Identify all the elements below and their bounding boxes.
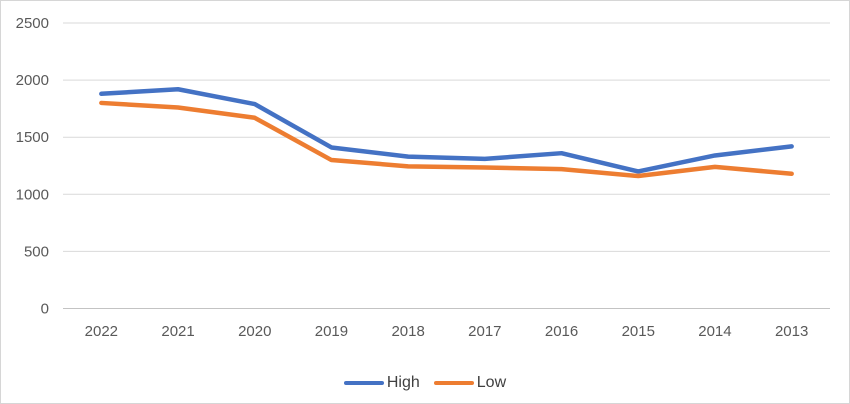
high-series-swatch <box>343 380 384 386</box>
legend-item-high[interactable]: High <box>343 374 420 391</box>
y-tick-label: 0 <box>41 301 49 318</box>
x-tick-label: 2018 <box>391 323 424 340</box>
low-series-swatch <box>433 380 474 386</box>
series-line-high <box>99 86 794 174</box>
x-tick-label: 2013 <box>775 323 808 340</box>
x-tick-label: 2022 <box>85 323 118 340</box>
x-tick-label: 2016 <box>545 323 578 340</box>
series-line-low <box>99 100 794 179</box>
y-tick-label: 2000 <box>16 72 49 89</box>
y-tick-label: 1500 <box>16 129 49 146</box>
low-series-label: Low <box>476 374 507 391</box>
x-tick-label: 2020 <box>238 323 271 340</box>
high-series-label: High <box>386 374 420 391</box>
y-tick-label: 500 <box>24 243 49 260</box>
x-tick-label: 2019 <box>315 323 348 340</box>
x-tick-label: 2014 <box>698 323 731 340</box>
x-tick-label: 2017 <box>468 323 501 340</box>
legend-item-low[interactable]: Low <box>433 374 507 391</box>
x-tick-label: 2021 <box>161 323 194 340</box>
y-tick-label: 2500 <box>16 15 49 32</box>
x-tick-label: 2015 <box>622 323 655 340</box>
y-tick-label: 1000 <box>16 186 49 203</box>
legend: High Low <box>1 375 849 391</box>
